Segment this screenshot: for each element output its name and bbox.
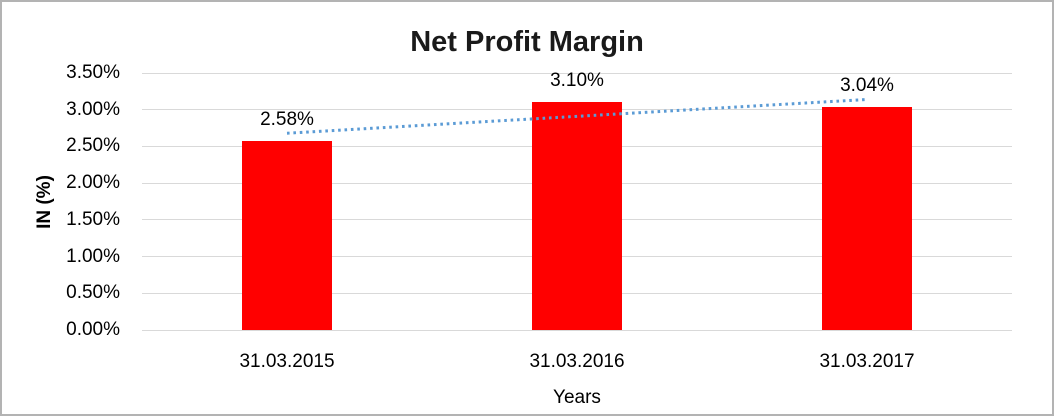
gridline bbox=[142, 72, 1012, 74]
y-tick-label: 1.50% bbox=[66, 208, 120, 230]
chart-title: Net Profit Margin bbox=[410, 26, 644, 58]
y-tick-label: 3.00% bbox=[66, 98, 120, 120]
y-tick-label: 0.50% bbox=[66, 282, 120, 304]
x-tick-label: 31.03.2017 bbox=[819, 351, 915, 372]
y-tick-label: 0.00% bbox=[66, 319, 120, 340]
bar bbox=[532, 102, 622, 330]
gridline bbox=[142, 329, 1012, 331]
x-tick-label: 31.03.2016 bbox=[529, 351, 625, 372]
y-tick-label: 2.50% bbox=[66, 135, 120, 157]
bar-value-label: 2.58% bbox=[260, 108, 314, 130]
x-tick-label: 31.03.2015 bbox=[239, 351, 335, 372]
x-axis-title: Years bbox=[553, 387, 601, 408]
bar bbox=[242, 140, 332, 330]
bar bbox=[822, 106, 912, 330]
bar-value-label: 3.10% bbox=[550, 70, 604, 92]
y-tick-label: 3.50% bbox=[66, 62, 120, 83]
bar-value-label: 3.04% bbox=[840, 74, 894, 96]
y-tick-label: 2.00% bbox=[66, 172, 120, 194]
y-tick-label: 1.00% bbox=[66, 245, 120, 267]
